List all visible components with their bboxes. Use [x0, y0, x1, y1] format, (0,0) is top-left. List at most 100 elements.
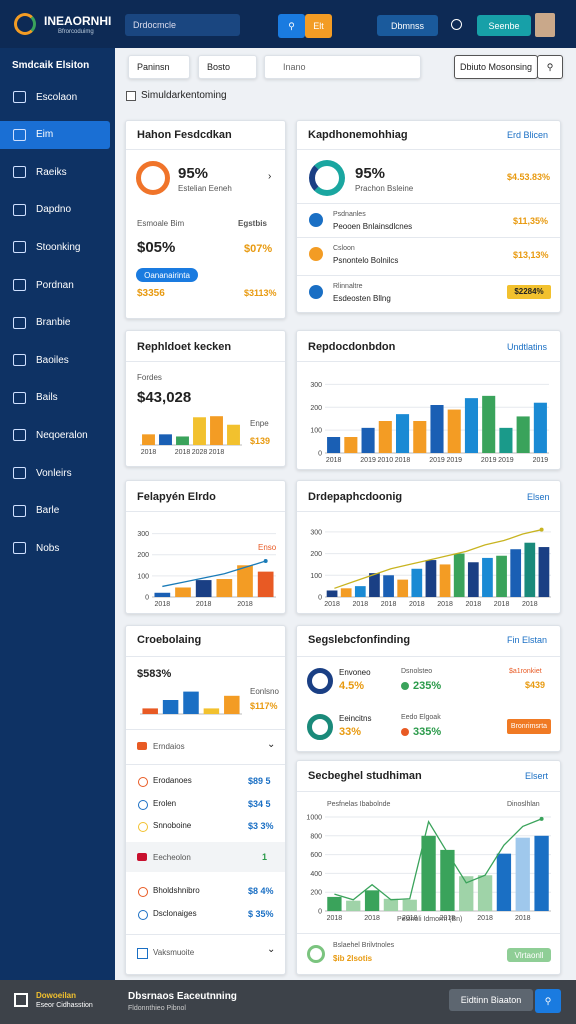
bar — [482, 557, 493, 597]
y-tick-label: 0 — [318, 909, 322, 916]
search-box[interactable]: Drdocmcle — [125, 14, 240, 36]
bar — [326, 590, 338, 597]
nav-item[interactable]: Eim — [0, 120, 110, 149]
bar — [142, 708, 158, 714]
footer: Dowoeilan Eseor Cidhasstion Dbsrnaos Eac… — [0, 980, 576, 1024]
bar — [459, 876, 474, 911]
bar — [425, 560, 437, 597]
bar — [346, 900, 361, 911]
bar — [203, 708, 220, 714]
bar — [440, 849, 455, 911]
x-tick-label: 2019 — [481, 457, 497, 464]
card-link[interactable]: Fin Elstan — [507, 635, 548, 645]
search-button[interactable]: ⚲ — [278, 14, 305, 38]
x-tick-label: 2018 — [155, 601, 171, 608]
bar — [402, 899, 417, 911]
section-title[interactable]: Erndaios — [153, 742, 185, 751]
footer-button[interactable]: Eidtinn Biaaton — [449, 989, 533, 1011]
nav-label: Escolaon — [36, 91, 78, 103]
nav-item[interactable]: Vonleirs — [0, 459, 110, 487]
x-axis-label: Pesinoli Idmorm (Bn) — [397, 916, 463, 923]
orange-button[interactable]: Elt — [305, 14, 332, 38]
row-label: Dsnolsteo — [401, 668, 433, 675]
item-value: $2284% — [507, 285, 551, 299]
card-title: Rephldoet kecken — [137, 341, 232, 353]
bar — [361, 427, 375, 453]
select[interactable]: Paninsn — [128, 55, 190, 79]
row-label: $a1ronkiet — [509, 668, 542, 675]
nav-item[interactable]: Dapdno — [0, 196, 110, 224]
bell-icon[interactable] — [451, 19, 462, 30]
bar — [176, 436, 189, 445]
card-link[interactable]: Elsen — [527, 492, 550, 502]
bar — [383, 898, 399, 911]
bar — [533, 402, 547, 453]
card: Felapyén Elrdo Enso 0 100 200 300 2018 2018 20… — [125, 480, 286, 614]
card-link[interactable]: Erd Blicen — [507, 130, 549, 140]
row-value: 235% — [413, 680, 442, 692]
row-button[interactable]: Bronrimsrta — [507, 719, 551, 734]
logo-title: INEAORNHI — [44, 14, 112, 28]
card: Secbeghel studhiman Elsert Pesfnelas Iba… — [296, 760, 561, 975]
nav-item[interactable]: Escolaon — [0, 83, 110, 111]
chevron[interactable]: › — [268, 171, 272, 182]
chevron[interactable]: ⌄ — [267, 944, 276, 955]
nav-label: Stoonking — [36, 241, 81, 253]
nav-icon — [13, 128, 26, 141]
card: Segslebcfonfinding Fin Elstan Envoneo 4.5… — [296, 625, 561, 752]
divider — [126, 511, 285, 512]
nav-item[interactable]: Nobs — [0, 534, 110, 562]
card-link[interactable]: Undtlatins — [507, 342, 548, 352]
bar-chart: 0 100 200 300 2018 2018 2018 2018 2018 2018 2018 20… — [310, 527, 551, 608]
nav-item[interactable]: Neqoeralon — [0, 421, 110, 449]
nav-item[interactable]: Pordnan — [0, 271, 110, 299]
toolbar-search[interactable]: ⚲ — [537, 55, 563, 79]
footer-search[interactable]: ⚲ — [535, 989, 561, 1013]
ring — [307, 668, 333, 694]
label: Fordes — [137, 373, 162, 382]
nav-icon — [13, 91, 26, 103]
divider — [297, 511, 560, 512]
bar — [364, 890, 380, 911]
y-tick-label: 0 — [318, 451, 322, 458]
nav-item[interactable]: Raeiks — [0, 158, 110, 186]
checkbox[interactable] — [126, 91, 136, 101]
card-title: Felapyén Elrdo — [137, 491, 216, 503]
nav-label: Bails — [36, 392, 58, 404]
x-tick-label: 2028 — [192, 449, 208, 456]
header-button[interactable]: Dbmnss — [377, 15, 438, 36]
pill[interactable]: Oananairinta — [136, 268, 198, 282]
nav-item[interactable]: Baoiles — [0, 346, 110, 374]
nav-item[interactable]: Bails — [0, 384, 110, 412]
legend: Enso — [258, 543, 277, 552]
ring — [307, 714, 333, 740]
nav-item[interactable]: Branbie — [0, 309, 110, 337]
divider — [297, 237, 560, 238]
section-title[interactable]: Eecheolon — [153, 853, 191, 862]
ring — [309, 160, 345, 196]
item-value: $ 35% — [248, 908, 274, 919]
section-icon — [137, 853, 147, 861]
section-value: 1 — [262, 852, 268, 862]
section-title[interactable]: Vaksmuoite — [153, 948, 195, 957]
chevron[interactable]: ⌄ — [267, 739, 276, 750]
foot-button[interactable]: Vlrtaonll — [507, 948, 551, 962]
nav-icon — [13, 279, 26, 291]
nav-item[interactable]: Stoonking — [0, 233, 110, 261]
y-tick-label: 0 — [318, 595, 322, 602]
header-button[interactable]: Seenbe — [477, 15, 531, 36]
divider — [297, 275, 560, 276]
y-tick-label: 300 — [310, 529, 322, 536]
bar — [142, 434, 155, 445]
select[interactable]: Bosto — [198, 55, 257, 79]
nav-item[interactable]: Barle — [0, 497, 110, 525]
avatar[interactable] — [535, 13, 555, 37]
nav-icon — [13, 203, 26, 216]
toolbar-button[interactable]: Dbiuto Mosonsing — [454, 55, 538, 79]
card-link[interactable]: Elsert — [525, 771, 549, 781]
search-input[interactable]: Inano — [264, 55, 421, 79]
item-icon — [138, 887, 148, 897]
item-label: Erolen — [153, 798, 177, 808]
row-label: Eedo Elgoak — [401, 714, 441, 721]
amount: $3356 — [137, 288, 165, 299]
